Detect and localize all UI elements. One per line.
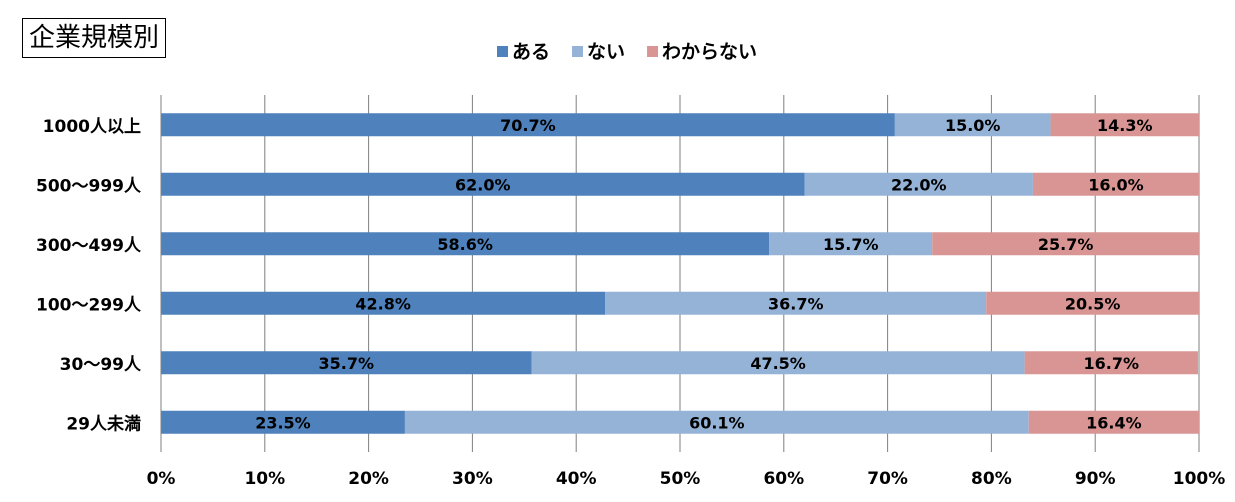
data-label: 15.7% bbox=[823, 235, 879, 254]
bar-segment-3 bbox=[1032, 172, 1199, 196]
data-label: 47.5% bbox=[750, 354, 806, 373]
bar-segment-3 bbox=[1028, 410, 1199, 434]
legend-label: ある bbox=[512, 41, 550, 63]
legend-label: ない bbox=[587, 41, 625, 63]
category-label: 30～99人 bbox=[60, 355, 142, 375]
legend-swatch bbox=[497, 46, 508, 57]
category-label: 100～299人 bbox=[36, 295, 142, 315]
bar-segment-2 bbox=[804, 172, 1033, 196]
bar-segment-3 bbox=[1024, 351, 1198, 375]
legend-swatch bbox=[647, 46, 659, 57]
data-label: 58.6% bbox=[437, 235, 493, 254]
data-label: 70.7% bbox=[500, 116, 556, 135]
data-label: 20.5% bbox=[1065, 294, 1121, 313]
category-label: 500～999人 bbox=[36, 176, 142, 196]
x-tick-label: 100% bbox=[1173, 469, 1226, 489]
bar-segment-1 bbox=[161, 410, 405, 434]
bar-segment-2 bbox=[894, 113, 1051, 137]
bar-segment-1 bbox=[161, 232, 770, 256]
data-label: 25.7% bbox=[1038, 235, 1094, 254]
data-label: 22.0% bbox=[891, 175, 947, 194]
x-tick-label: 0% bbox=[147, 469, 176, 489]
category-label: 1000人以上 bbox=[43, 117, 141, 137]
data-label: 62.0% bbox=[455, 175, 511, 194]
x-tick-label: 60% bbox=[763, 469, 804, 489]
x-tick-label: 40% bbox=[556, 469, 597, 489]
x-tick-label: 90% bbox=[1075, 469, 1116, 489]
bar-segment-1 bbox=[161, 172, 805, 196]
bar-segment-1 bbox=[161, 291, 606, 315]
category-label: 300～499人 bbox=[36, 236, 142, 256]
x-tick-label: 70% bbox=[867, 469, 908, 489]
data-label: 14.3% bbox=[1097, 116, 1153, 135]
bar-segment-3 bbox=[932, 232, 1199, 256]
data-label: 35.7% bbox=[319, 354, 375, 373]
data-label: 15.0% bbox=[945, 116, 1001, 135]
data-label: 23.5% bbox=[255, 413, 311, 432]
data-label: 60.1% bbox=[689, 413, 745, 432]
data-label: 16.7% bbox=[1084, 354, 1140, 373]
legend-label: わからない bbox=[662, 41, 757, 63]
data-label: 16.4% bbox=[1086, 413, 1142, 432]
bar-segment-2 bbox=[404, 410, 1029, 434]
bar-segment-3 bbox=[986, 291, 1199, 315]
x-tick-label: 10% bbox=[244, 469, 285, 489]
bar-segment-1 bbox=[161, 351, 532, 375]
x-tick-label: 20% bbox=[348, 469, 389, 489]
x-tick-label: 50% bbox=[660, 469, 701, 489]
bar-segment-3 bbox=[1050, 113, 1199, 137]
chart-title: 企業規模別 bbox=[22, 18, 167, 58]
x-tick-label: 80% bbox=[971, 469, 1012, 489]
bar-segment-2 bbox=[605, 291, 987, 315]
x-tick-label: 30% bbox=[452, 469, 493, 489]
category-label: 29人未満 bbox=[66, 413, 141, 434]
bar-segment-2 bbox=[531, 351, 1025, 375]
data-label: 42.8% bbox=[355, 294, 411, 313]
legend-swatch bbox=[572, 46, 584, 57]
data-label: 16.0% bbox=[1088, 175, 1144, 194]
bar-segment-2 bbox=[769, 232, 933, 256]
bar-segment-1 bbox=[161, 113, 895, 137]
data-label: 36.7% bbox=[768, 294, 824, 313]
